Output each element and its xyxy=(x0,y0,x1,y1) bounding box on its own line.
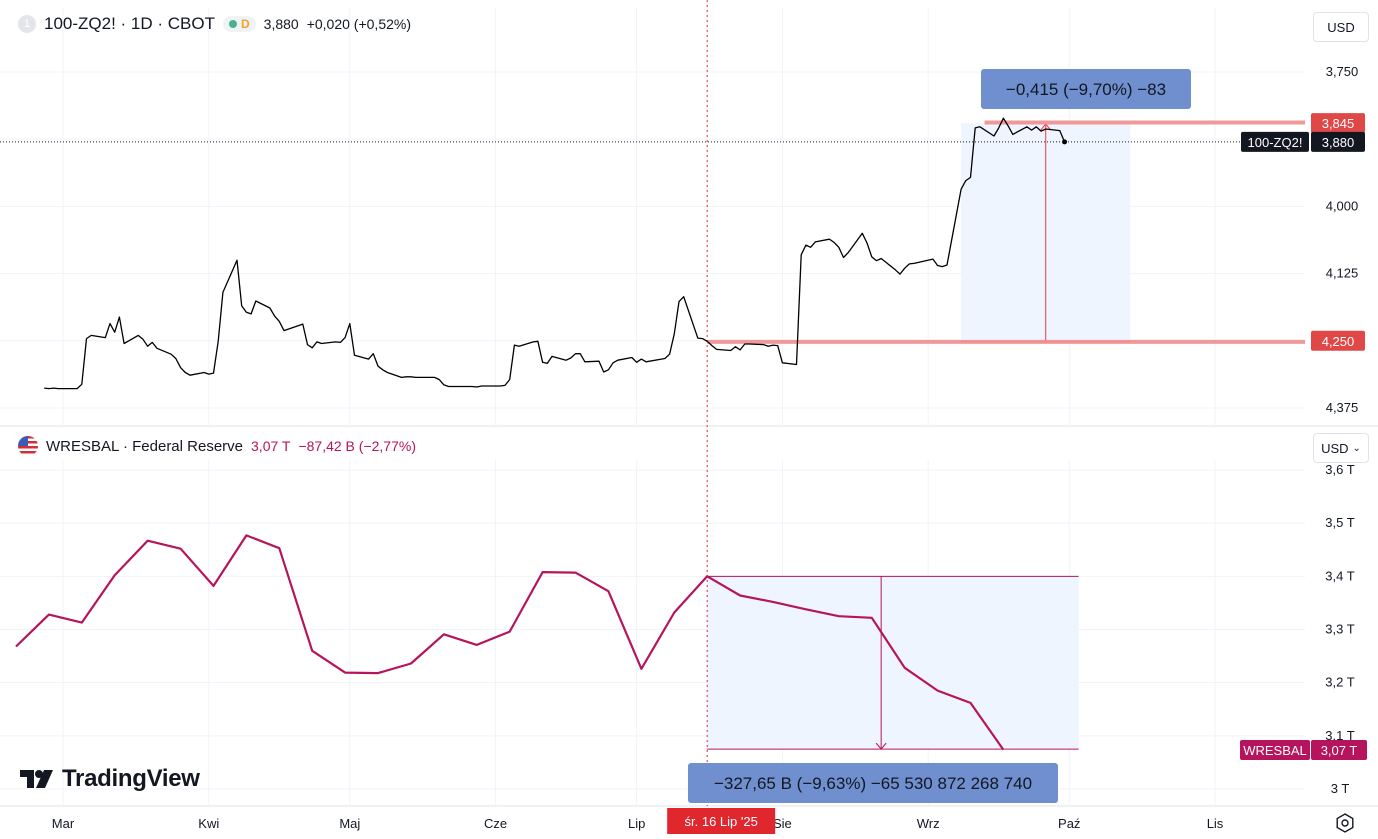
bottom-measure-area[interactable] xyxy=(707,576,1079,750)
time-tick-label: Lis xyxy=(1207,816,1224,831)
value-tick-label: 3,2 T xyxy=(1325,675,1354,690)
price-label-3845: 3,845 xyxy=(1322,116,1355,131)
last-value-tag-bg xyxy=(1241,131,1309,152)
top-measure-label: −0,415 (−9,70%) −83 xyxy=(1006,80,1166,99)
time-tick-label: Kwi xyxy=(198,816,219,831)
price-label-4250-bg xyxy=(1311,330,1365,351)
value-tick-label: 3,1 T xyxy=(1325,728,1354,743)
currency-bottom-label: USD xyxy=(1321,440,1349,456)
last-value-tag: 100-ZQ2! xyxy=(1248,135,1303,150)
price-tick-label: 4,000 xyxy=(1326,198,1359,213)
currency-top-label: USD xyxy=(1327,19,1355,35)
grid xyxy=(0,8,1378,807)
chevron-down-icon: ⌄ xyxy=(1352,442,1361,454)
bottom-series-line xyxy=(15,534,1005,751)
gear-icon[interactable] xyxy=(1334,812,1356,834)
currency-button-bottom[interactable]: USD ⌄ xyxy=(1313,433,1369,463)
value-tick-label: 3,4 T xyxy=(1325,568,1354,583)
logo-text: TradingView xyxy=(62,765,200,792)
bottom-change: −87,42 B (−2,77%) xyxy=(298,438,416,454)
series-lines xyxy=(0,117,1305,751)
us-flag-icon xyxy=(18,436,38,456)
price-label-3880-bg xyxy=(1311,131,1365,152)
bottom-last-value-label-bg xyxy=(1311,740,1367,760)
top-change: +0,020 (+0,52%) xyxy=(306,16,411,32)
top-measure-label-box xyxy=(981,69,1191,109)
market-status-pill[interactable]: D xyxy=(222,16,256,32)
price-label-4250: 4,250 xyxy=(1322,334,1355,349)
price-label-3845-bg xyxy=(1311,113,1365,134)
time-tick-label: Lip xyxy=(628,816,645,831)
axes: Mar Kwi Maj Cze Lip Sie Wrz Paź Lis 3,750 4,000 4,1… xyxy=(52,64,1358,831)
bottom-symbol-title[interactable]: WRESBAL · Federal Reserve xyxy=(46,437,244,455)
bottom-measure-label-box xyxy=(688,763,1058,803)
time-tick-label: Sie xyxy=(773,816,792,831)
measure-tools[interactable]: −0,415 (−9,70%) −83 xyxy=(706,0,1305,806)
bottom-legend: WRESBAL · Federal Reserve 3,07 T −87,42 … xyxy=(18,436,416,456)
delayed-badge: D xyxy=(240,17,250,31)
price-label-3880: 3,880 xyxy=(1322,135,1355,150)
crosshair-date-label: śr. 16 Lip '25 xyxy=(685,814,758,829)
top-last-point xyxy=(1062,139,1068,145)
bottom-last-value-label: 3,07 T xyxy=(1321,743,1358,758)
price-tick-label: 3,750 xyxy=(1326,64,1359,79)
bottom-last-value: 3,07 T xyxy=(251,438,291,454)
tradingview-logo-icon xyxy=(20,770,53,788)
bottom-last-value-tag: WRESBAL xyxy=(1243,743,1307,758)
bottom-last-value-tag-bg xyxy=(1240,740,1310,760)
time-tick-label: Mar xyxy=(52,816,75,831)
price-tick-label: 4,375 xyxy=(1326,400,1359,415)
series-number-badge: 1 xyxy=(18,15,36,33)
tradingview-logo[interactable]: TradingView xyxy=(20,765,200,793)
value-tick-label: 3,6 T xyxy=(1325,462,1354,477)
top-symbol-title[interactable]: 100-ZQ2! · 1D · CBOT xyxy=(44,14,215,33)
crosshair-date-bg xyxy=(667,808,776,834)
value-tick-label: 3 T xyxy=(1331,781,1350,796)
time-tick-label: Wrz xyxy=(917,816,940,831)
value-tick-label: 3,3 T xyxy=(1325,622,1354,637)
top-legend: 1 100-ZQ2! · 1D · CBOT D 3,880 +0,020 (+… xyxy=(18,14,411,34)
time-tick-label: Cze xyxy=(484,816,507,831)
time-tick-label: Paź xyxy=(1058,816,1080,831)
value-tick-label: 3,5 T xyxy=(1325,515,1354,530)
bottom-measure-label: −327,65 B (−9,63%) −65 530 872 268 740 xyxy=(714,774,1032,793)
price-labels: 3,845 4,250 100-ZQ2! 3,880 WRESBAL 3,07 T −327… xyxy=(667,113,1367,834)
price-tick-label: 4,125 xyxy=(1326,266,1359,281)
top-last-value: 3,880 xyxy=(263,16,299,32)
top-series-line xyxy=(44,117,1066,390)
market-open-icon xyxy=(228,20,237,28)
currency-button-top[interactable]: USD xyxy=(1313,12,1369,42)
bottom-measure-arrow-head xyxy=(875,742,887,750)
time-tick-label: Maj xyxy=(339,816,360,831)
